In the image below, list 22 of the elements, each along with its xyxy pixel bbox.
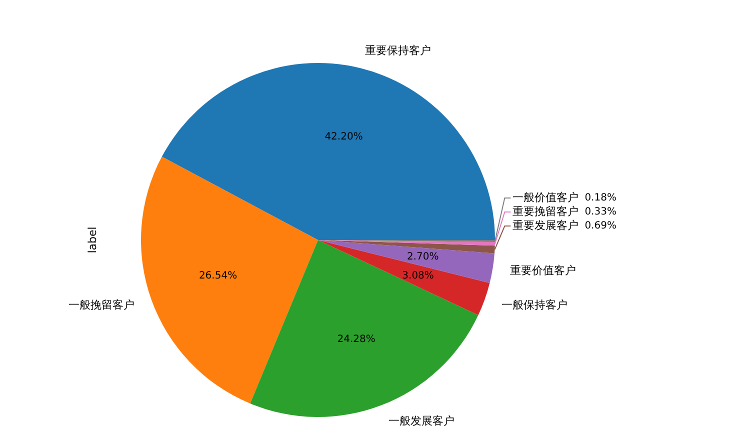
slice-label: 一般价值客户 xyxy=(512,191,579,204)
slice-label: 一般保持客户 xyxy=(501,298,568,312)
pie-slice xyxy=(162,63,495,240)
pie-slice xyxy=(318,240,494,283)
pie-slice xyxy=(141,156,318,404)
slice-label: 一般挽留客户 xyxy=(68,298,135,312)
slice-label: 重要挽留客户 xyxy=(512,205,579,218)
data-label: 0.69% xyxy=(584,220,616,232)
slice-label: 一般发展客户 xyxy=(388,414,454,428)
pie-slice xyxy=(250,240,478,417)
data-label: 26.54% xyxy=(198,270,238,282)
slice-label: 重要价值客户 xyxy=(510,264,576,278)
data-label: 42.20% xyxy=(324,132,363,143)
data-label: 0.18% xyxy=(584,192,616,204)
data-label: 2.70% xyxy=(406,252,439,263)
slice-label: 重要发展客户 xyxy=(512,219,579,232)
slice-label: 重要保持客户 xyxy=(365,44,432,58)
data-label: 24.28% xyxy=(337,334,376,345)
text: label xyxy=(86,226,99,254)
pie-slice xyxy=(318,240,490,316)
data-label: 3.08% xyxy=(402,270,434,282)
data-label: 0.33% xyxy=(584,206,616,218)
